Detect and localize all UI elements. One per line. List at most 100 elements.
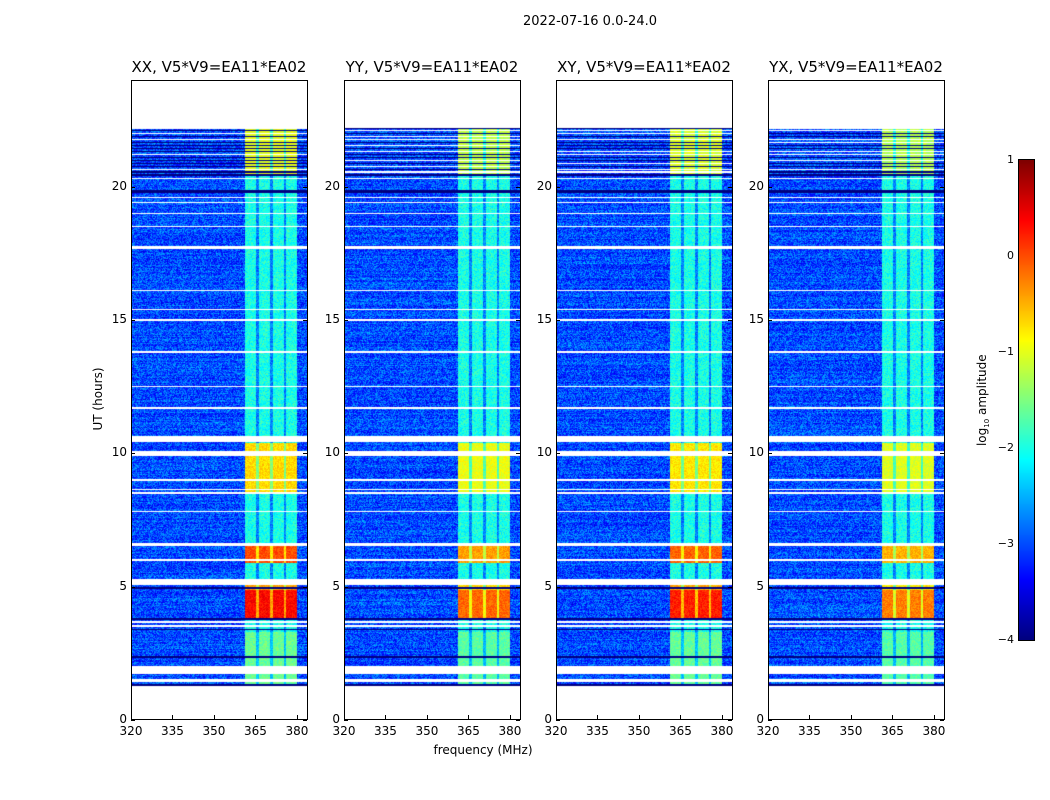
- y-tick-mark: [303, 320, 307, 321]
- x-tick-mark: [385, 715, 387, 719]
- spectrogram-panel: [556, 80, 733, 720]
- y-tick-mark: [556, 586, 560, 588]
- x-tick-label: 380: [710, 724, 734, 738]
- y-tick-mark: [303, 453, 307, 455]
- y-tick-mark: [516, 186, 520, 188]
- x-tick-label: 350: [415, 724, 439, 738]
- x-tick-label: 335: [374, 724, 397, 738]
- x-tick-mark: [296, 715, 298, 719]
- y-tick-label: 15: [748, 312, 764, 326]
- y-tick-label: 5: [332, 578, 340, 593]
- y-tick-label: 5: [119, 578, 127, 593]
- x-tick-mark: [213, 715, 215, 719]
- spectrogram-panel: [344, 80, 521, 720]
- x-tick-label: 350: [627, 724, 651, 738]
- x-tick-label: 365: [669, 724, 692, 738]
- x-tick-mark: [892, 715, 894, 719]
- x-tick-label: 380: [285, 724, 309, 738]
- y-tick-mark: [344, 320, 348, 321]
- x-tick-mark: [721, 715, 723, 719]
- y-tick-mark: [303, 586, 307, 588]
- x-tick-label: 350: [839, 724, 863, 738]
- y-tick-mark: [728, 720, 732, 721]
- y-tick-mark: [344, 186, 348, 188]
- y-tick-label: 20: [748, 178, 764, 193]
- y-tick-mark: [768, 586, 772, 588]
- colorbar-label: log10 amplitude: [974, 354, 992, 447]
- x-tick-mark: [638, 715, 640, 719]
- y-tick-label: 20: [536, 178, 552, 193]
- y-tick-mark: [303, 186, 307, 188]
- x-tick-label: 350: [202, 724, 226, 738]
- y-tick-label: 10: [748, 445, 764, 460]
- x-tick-mark: [850, 715, 852, 719]
- x-tick-mark: [933, 715, 935, 719]
- y-tick-mark: [131, 320, 135, 321]
- x-tick-mark: [172, 715, 174, 719]
- x-tick-mark: [809, 715, 811, 719]
- x-tick-mark: [131, 715, 132, 719]
- x-tick-label: 320: [756, 724, 780, 738]
- x-tick-mark: [426, 715, 428, 719]
- y-tick-mark: [768, 453, 772, 455]
- y-tick-mark: [131, 186, 135, 188]
- y-tick-label: 15: [111, 312, 127, 326]
- y-tick-mark: [728, 453, 732, 455]
- y-tick-label: 10: [324, 445, 340, 460]
- y-tick-label: 10: [111, 445, 127, 460]
- x-tick-mark: [768, 715, 769, 719]
- spectrogram-image: [769, 81, 944, 719]
- x-tick-mark: [255, 715, 257, 719]
- x-tick-label: 335: [586, 724, 609, 738]
- y-tick-mark: [728, 586, 732, 588]
- x-tick-mark: [556, 715, 557, 719]
- y-tick-mark: [940, 720, 944, 721]
- y-tick-mark: [344, 586, 348, 588]
- y-tick-mark: [940, 586, 944, 588]
- x-tick-label: 380: [498, 724, 522, 738]
- spectrogram-image: [345, 81, 520, 719]
- y-tick-label: 5: [544, 578, 552, 593]
- x-tick-label: 320: [544, 724, 568, 738]
- y-tick-mark: [516, 320, 520, 321]
- y-tick-mark: [556, 320, 560, 321]
- y-tick-mark: [728, 320, 732, 321]
- y-tick-mark: [516, 586, 520, 588]
- x-tick-mark: [468, 715, 470, 719]
- y-tick-mark: [556, 720, 560, 721]
- y-tick-mark: [940, 453, 944, 455]
- colorbar-tick-label: 0: [1007, 249, 1014, 262]
- y-tick-mark: [768, 320, 772, 321]
- x-tick-label: 320: [119, 724, 143, 738]
- y-axis-label: UT (hours): [91, 367, 105, 431]
- panel-title: XY, V5*V9=EA11*EA02: [557, 58, 731, 76]
- spectrogram-image: [132, 81, 307, 719]
- y-tick-label: 0: [756, 712, 764, 726]
- y-tick-mark: [131, 453, 135, 455]
- y-tick-mark: [556, 186, 560, 188]
- spectrogram-panel: [131, 80, 308, 720]
- y-tick-mark: [303, 720, 307, 721]
- colorbar-tick-label: −4: [997, 633, 1014, 646]
- x-tick-label: 335: [161, 724, 184, 738]
- colorbar-tick-label: −1: [997, 345, 1014, 358]
- y-tick-mark: [940, 320, 944, 321]
- y-tick-mark: [344, 453, 348, 455]
- colorbar-tick-label: 1: [1007, 153, 1014, 166]
- y-tick-mark: [344, 720, 348, 721]
- x-tick-label: 365: [457, 724, 480, 738]
- y-tick-label: 0: [544, 712, 552, 726]
- y-tick-mark: [131, 586, 135, 588]
- x-tick-label: 365: [881, 724, 904, 738]
- spectrogram-panel: [768, 80, 945, 720]
- colorbar-tick-label: −3: [997, 537, 1014, 550]
- y-tick-mark: [728, 186, 732, 188]
- figure-title: 2022-07-16 0.0-24.0: [523, 14, 657, 29]
- panel-title: YX, V5*V9=EA11*EA02: [769, 58, 943, 76]
- x-tick-mark: [344, 715, 345, 719]
- y-tick-label: 10: [536, 445, 552, 460]
- y-tick-label: 5: [756, 578, 764, 593]
- colorbar-tick-label: −2: [997, 441, 1014, 454]
- y-tick-mark: [556, 453, 560, 455]
